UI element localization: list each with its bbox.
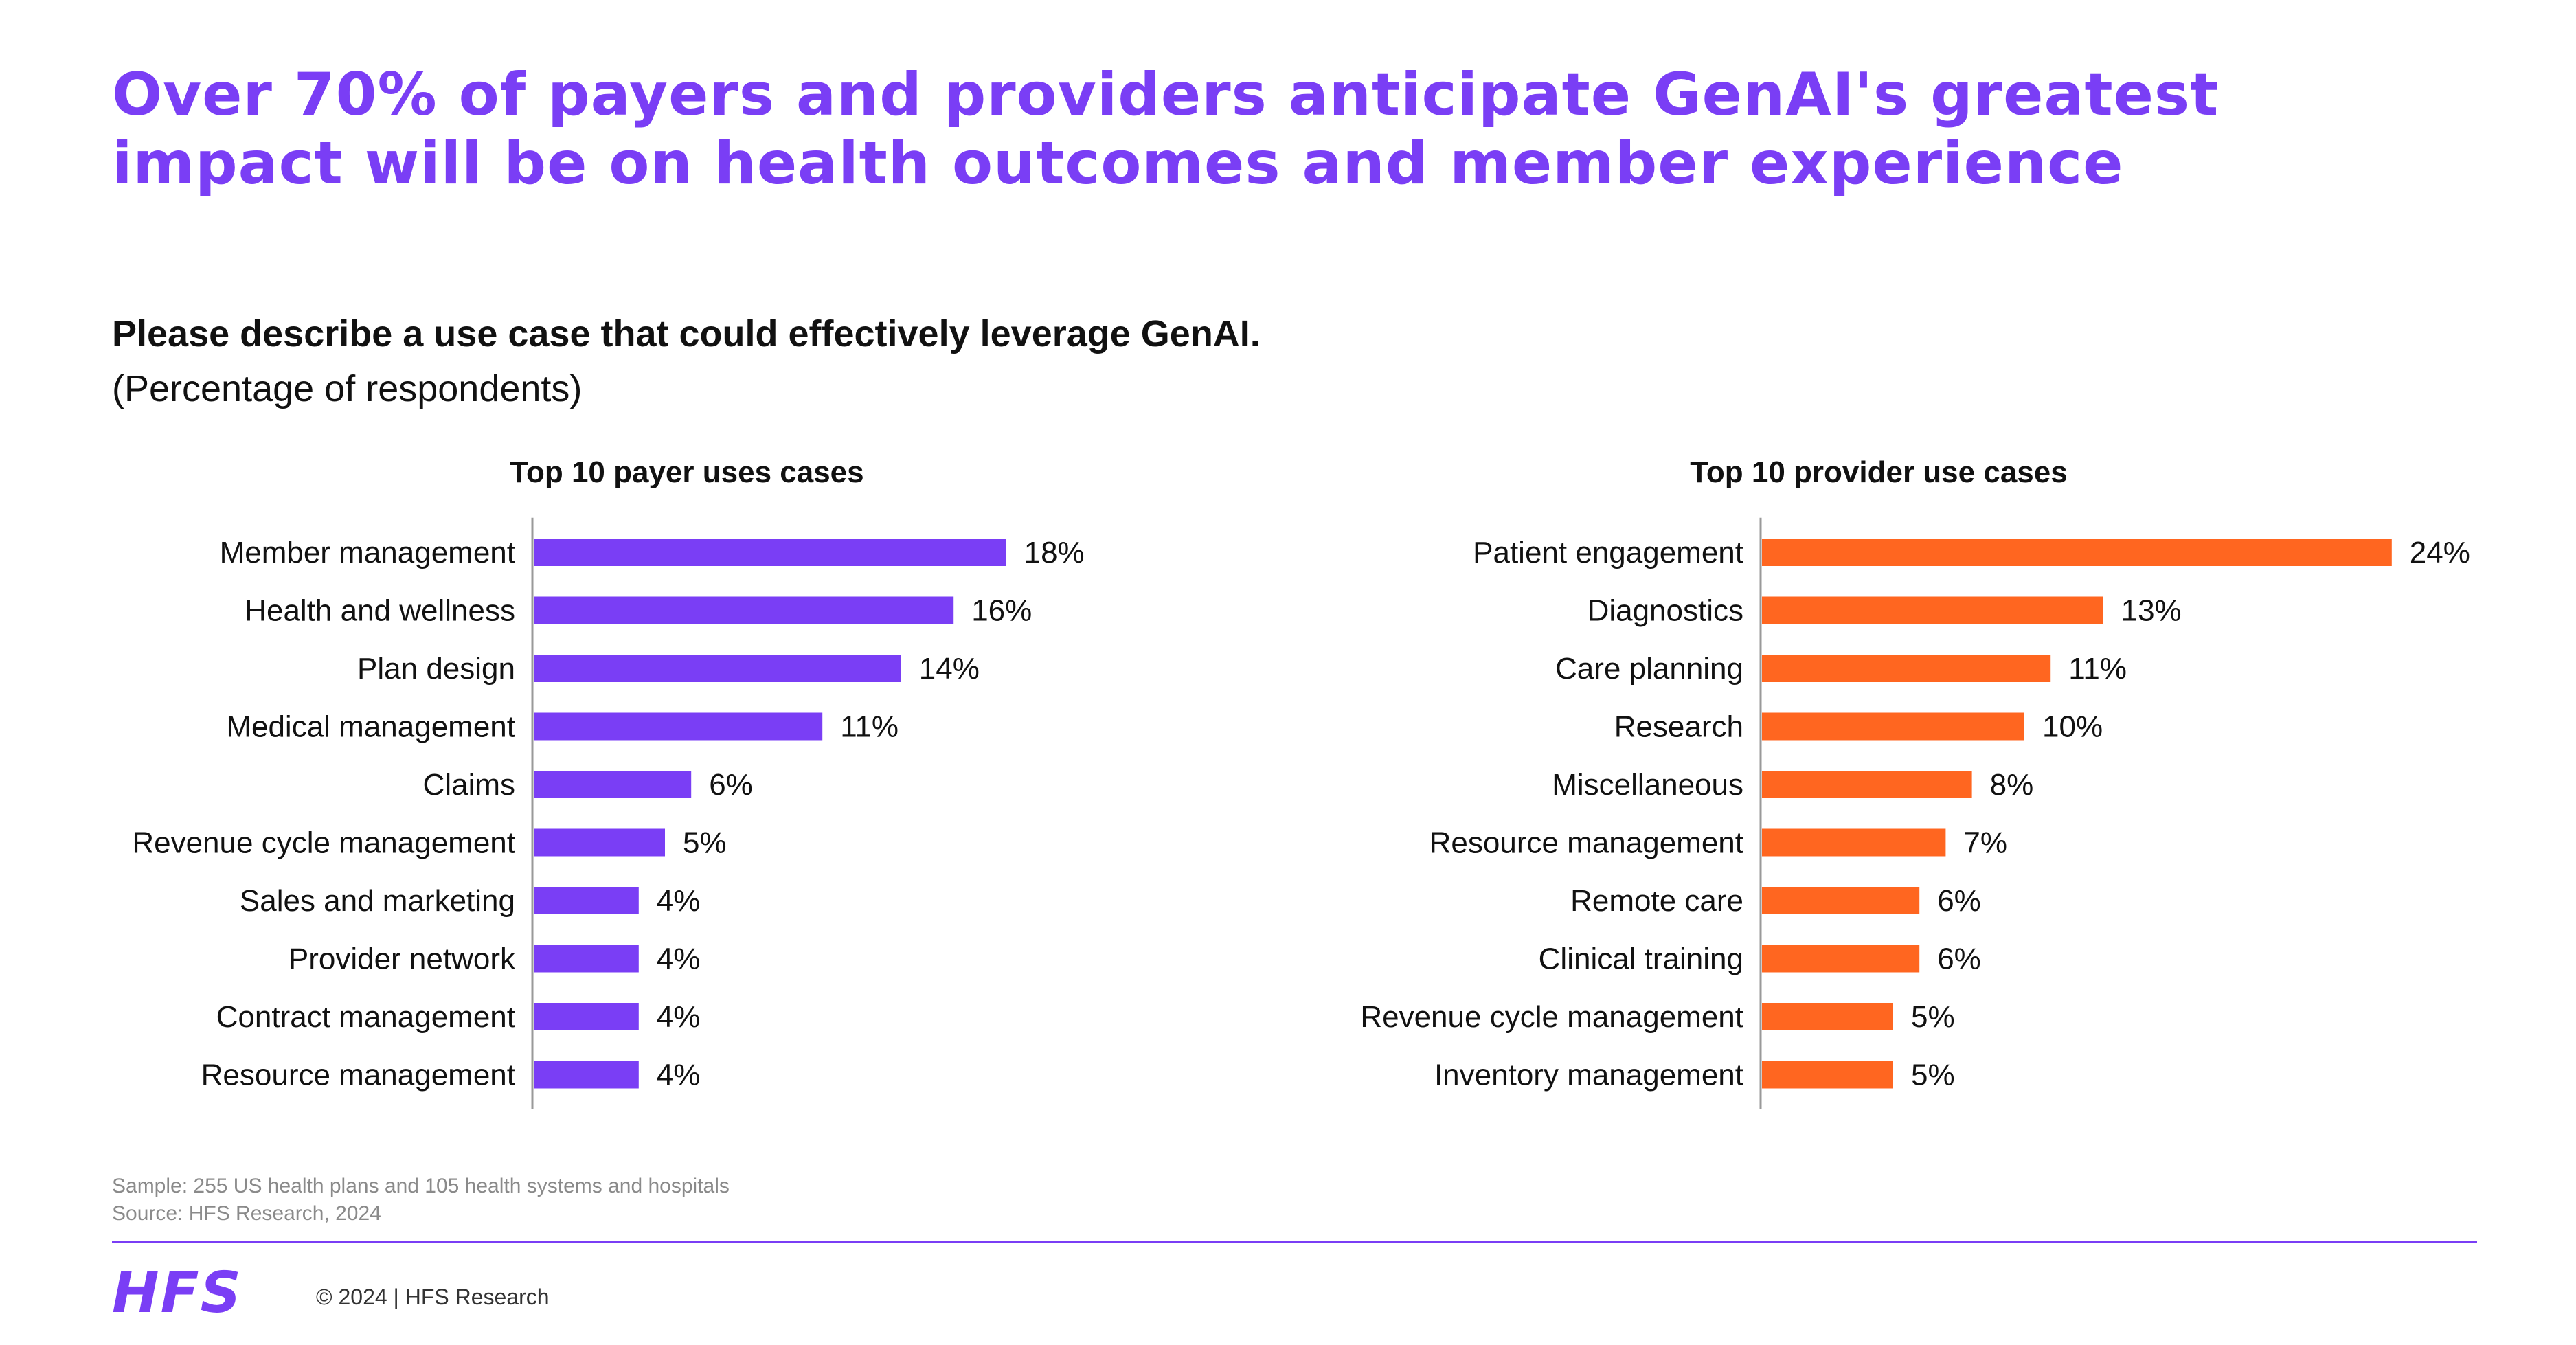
payer-category-label: Provider network bbox=[289, 942, 516, 976]
provider-chart-title: Top 10 provider use cases bbox=[1690, 455, 2067, 489]
payer-value-label: 18% bbox=[1024, 536, 1085, 569]
provider-bar bbox=[1762, 539, 2392, 566]
payer-value-label: 5% bbox=[683, 826, 727, 860]
bar-charts: Top 10 payer uses cases Member management… bbox=[132, 455, 2470, 1109]
provider-value-label: 10% bbox=[2042, 710, 2103, 744]
payer-bar bbox=[534, 1003, 639, 1030]
provider-category-label: Miscellaneous bbox=[1552, 768, 1743, 802]
provider-bar bbox=[1762, 596, 2103, 624]
unit-note: (Percentage of respondents) bbox=[112, 368, 583, 409]
provider-value-label: 5% bbox=[1911, 1000, 1955, 1034]
provider-category-label: Resource management bbox=[1430, 826, 1743, 860]
payer-value-label: 4% bbox=[657, 1000, 701, 1034]
provider-bar bbox=[1762, 771, 1972, 798]
payer-value-label: 14% bbox=[919, 652, 980, 686]
sample-note: Sample: 255 US health plans and 105 heal… bbox=[112, 1175, 730, 1197]
payer-bar bbox=[534, 945, 639, 973]
payer-category-label: Claims bbox=[423, 768, 515, 802]
payer-category-label: Plan design bbox=[357, 652, 515, 686]
provider-value-label: 24% bbox=[2410, 536, 2470, 569]
provider-category-label: Care planning bbox=[1555, 652, 1743, 686]
provider-bar bbox=[1762, 945, 1920, 973]
payer-value-label: 16% bbox=[971, 594, 1032, 628]
provider-value-label: 11% bbox=[2068, 652, 2127, 686]
provider-category-label: Revenue cycle management bbox=[1360, 1000, 1743, 1034]
payer-bar bbox=[534, 887, 639, 914]
payer-category-label: Health and wellness bbox=[245, 594, 515, 628]
payer-value-label: 6% bbox=[709, 768, 753, 802]
payer-bar bbox=[534, 828, 665, 857]
hfs-logo: HFS bbox=[112, 1261, 242, 1326]
payer-chart-title: Top 10 payer uses cases bbox=[510, 455, 863, 489]
payer-value-label: 11% bbox=[840, 710, 899, 744]
payer-bar bbox=[534, 771, 692, 798]
payer-bar bbox=[534, 596, 954, 624]
provider-bar bbox=[1762, 887, 1920, 914]
footer-divider bbox=[112, 1241, 2477, 1243]
payer-chart: Top 10 payer uses cases Member management… bbox=[132, 455, 1085, 1109]
payer-category-label: Member management bbox=[220, 536, 515, 569]
provider-category-label: Patient engagement bbox=[1473, 536, 1743, 569]
payer-bar bbox=[534, 1061, 639, 1089]
provider-bar bbox=[1762, 828, 1946, 857]
provider-value-label: 8% bbox=[1990, 768, 2034, 802]
provider-value-label: 6% bbox=[1937, 884, 1981, 918]
payer-value-label: 4% bbox=[657, 884, 701, 918]
page-title: Over 70% of payers and providers anticip… bbox=[112, 60, 2219, 198]
payer-category-label: Sales and marketing bbox=[240, 884, 515, 918]
payer-value-label: 4% bbox=[657, 942, 701, 976]
copyright: © 2024 | HFS Research bbox=[316, 1285, 550, 1309]
payer-bar bbox=[534, 712, 823, 741]
provider-category-label: Inventory management bbox=[1434, 1059, 1743, 1092]
provider-category-label: Diagnostics bbox=[1588, 594, 1743, 628]
provider-chart: Top 10 provider use cases Patient engagem… bbox=[1360, 455, 2470, 1109]
provider-category-label: Remote care bbox=[1570, 884, 1743, 918]
payer-value-label: 4% bbox=[657, 1059, 701, 1092]
provider-category-label: Clinical training bbox=[1539, 942, 1743, 976]
provider-category-label: Research bbox=[1614, 710, 1743, 744]
provider-bar bbox=[1762, 1003, 1893, 1030]
provider-bar bbox=[1762, 655, 2051, 682]
payer-bar bbox=[534, 655, 901, 682]
payer-category-label: Resource management bbox=[201, 1059, 515, 1092]
provider-value-label: 13% bbox=[2121, 594, 2182, 628]
provider-value-label: 7% bbox=[1963, 826, 2007, 860]
provider-value-label: 5% bbox=[1911, 1059, 1955, 1092]
provider-value-label: 6% bbox=[1937, 942, 1981, 976]
payer-category-label: Medical management bbox=[226, 710, 515, 744]
provider-bar bbox=[1762, 1061, 1893, 1089]
source-note: Source: HFS Research, 2024 bbox=[112, 1202, 381, 1225]
payer-bar bbox=[534, 539, 1006, 566]
payer-category-label: Revenue cycle management bbox=[132, 826, 515, 860]
provider-bar bbox=[1762, 712, 2024, 741]
payer-category-label: Contract management bbox=[216, 1000, 515, 1034]
survey-question: Please describe a use case that could ef… bbox=[112, 313, 1261, 354]
